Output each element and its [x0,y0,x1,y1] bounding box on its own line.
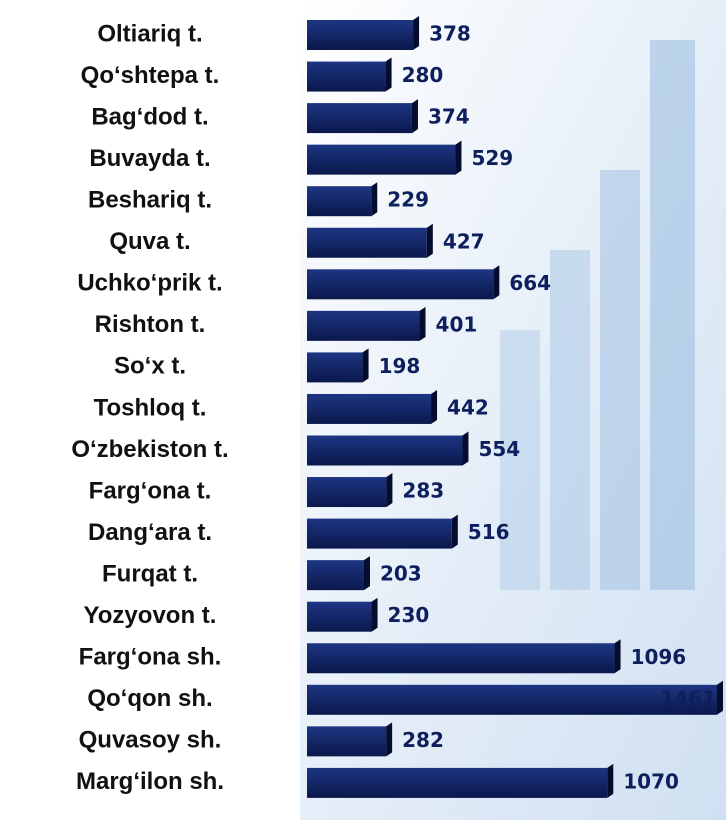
value-label: 374 [428,105,470,129]
value-label: 198 [379,354,421,378]
value-label: 554 [478,437,520,461]
bar [307,228,427,258]
category-label: Furqat t. [102,560,198,587]
category-label: Quva t. [109,228,190,255]
bar [307,20,413,50]
category-label: Rishton t. [95,311,206,338]
bar [307,311,420,341]
bar [307,186,371,216]
chart: Oltiariq t. 378 Qo‘shtepa t. 280 Bag‘dod t. 3… [0,0,726,820]
bar-edge [372,598,378,632]
bar [307,436,462,466]
value-label: 282 [402,728,444,752]
bar-edge [462,432,468,466]
bar-edge [717,681,723,715]
bar-edge [615,639,621,673]
category-label: Qo‘qon sh. [87,685,212,712]
bar [307,726,386,756]
category-label: Toshloq t. [94,394,207,421]
value-label: 229 [387,188,429,212]
bar [307,519,452,549]
value-label: 664 [509,271,551,295]
bar-edge [413,16,419,50]
category-label: Uchko‘prik t. [77,270,222,297]
value-label: 203 [380,562,422,586]
category-label: Bag‘dod t. [91,103,208,130]
bar [307,768,607,798]
value-label: 516 [468,520,510,544]
value-label: 283 [402,479,444,503]
category-label: Dang‘ara t. [88,519,212,546]
category-label: Marg‘ilon sh. [76,768,224,795]
bar [307,643,615,673]
value-label: 1461 [660,686,716,710]
bar-edge [412,99,418,133]
bar [307,560,364,590]
bar-edge [371,182,377,216]
bar-edge [607,764,613,798]
bar-edge [493,265,499,299]
bar [307,103,412,133]
bar-edge [431,390,437,424]
bar [307,352,363,382]
value-label: 529 [471,146,513,170]
category-label: Farg‘ona sh. [79,644,222,671]
value-label: 442 [447,395,489,419]
bar-edge [455,141,461,175]
bar [307,685,717,715]
category-label: Yozyovon t. [84,602,217,629]
value-label: 230 [388,603,430,627]
bar-edge [386,722,392,756]
value-label: 401 [436,312,478,336]
bar-edge [427,224,433,258]
bar-edge [420,307,426,341]
bar-edge [386,58,392,92]
category-label: Quvasoy sh. [79,727,222,754]
category-label: Oltiariq t. [97,20,202,47]
bar [307,477,386,507]
bar-edge [452,515,458,549]
bar [307,602,372,632]
category-label: Buvayda t. [89,145,210,172]
bar [307,145,455,175]
value-label: 1070 [623,769,679,793]
category-label: Beshariq t. [88,187,212,214]
category-label: Farg‘ona t. [89,477,212,504]
bar [307,269,493,299]
category-label: Qo‘shtepa t. [81,62,220,89]
value-label: 427 [443,229,485,253]
category-label: So‘x t. [114,353,186,380]
bar-edge [364,556,370,590]
value-label: 280 [402,63,444,87]
bar [307,62,386,92]
value-label: 1096 [631,645,687,669]
category-label: O‘zbekiston t. [71,436,228,463]
value-label: 378 [429,22,471,46]
bar-edge [386,473,392,507]
bar-edge [363,348,369,382]
bar [307,394,431,424]
